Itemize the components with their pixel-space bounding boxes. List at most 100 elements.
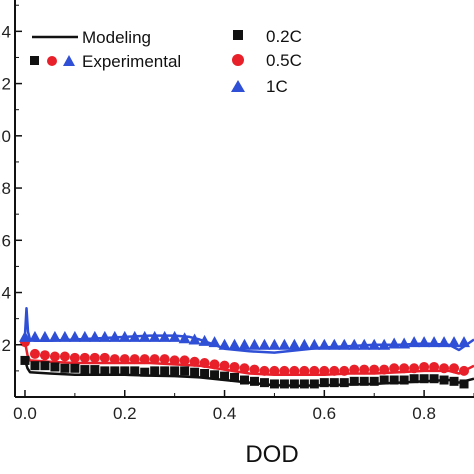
experimental-point-1C-13 [148, 330, 161, 342]
experimental-point-0.5C-2 [39, 350, 50, 361]
x-tick-label-1: 0.2 [113, 404, 137, 423]
experimental-point-0.5C-19 [209, 359, 220, 370]
experimental-point-0.5C-1 [29, 348, 40, 359]
experimental-point-0.5C-23 [249, 364, 260, 375]
experimental-point-0.5C-14 [159, 354, 170, 365]
experimental-point-0.2C-35 [369, 376, 379, 386]
experimental-point-1C-43 [448, 336, 461, 348]
experimental-point-0.2C-18 [200, 368, 210, 378]
experimental-point-0.5C-16 [179, 355, 190, 366]
experimental-point-0.2C-17 [190, 367, 200, 377]
experimental-point-0.2C-29 [309, 379, 319, 389]
experimental-point-1C-35 [368, 338, 381, 350]
experimental-point-1C-41 [428, 336, 441, 348]
experimental-point-0.2C-33 [349, 376, 359, 386]
experimental-point-1C-11 [128, 330, 141, 342]
legend-experimental-triangle [63, 55, 75, 66]
experimental-point-0.5C-26 [279, 365, 290, 376]
experimental-point-0.5C-40 [419, 361, 430, 372]
experimental-point-0.2C-36 [379, 375, 389, 385]
experimental-point-1C-39 [408, 336, 421, 348]
experimental-point-0.5C-43 [449, 363, 460, 374]
y-tick-label-6: 1.4 [0, 22, 11, 41]
y-tick-label-2: .6 [0, 231, 11, 250]
experimental-point-0.2C-39 [409, 374, 419, 384]
experimental-point-0.5C-4 [59, 351, 70, 362]
experimental-markers [18, 330, 471, 389]
experimental-point-1C-34 [358, 338, 371, 350]
experimental-point-1C-29 [308, 338, 321, 350]
experimental-point-1C-9 [108, 330, 121, 342]
experimental-point-0.5C-29 [309, 365, 320, 376]
experimental-point-0.5C-3 [49, 351, 60, 362]
legend-rate-1-marker [232, 54, 244, 66]
y-tick-label-4: 1.0 [0, 127, 11, 146]
experimental-point-0.2C-38 [399, 375, 409, 385]
experimental-point-1C-3 [48, 330, 61, 342]
experimental-point-1C-38 [398, 337, 411, 349]
legend-rate-2-label: 1C [266, 77, 288, 96]
legend-experimental-label: Experimental [82, 52, 181, 71]
experimental-point-1C-42 [438, 336, 451, 348]
experimental-point-1C-14 [158, 330, 171, 342]
experimental-point-0.5C-12 [139, 354, 150, 365]
experimental-point-1C-5 [68, 330, 81, 342]
experimental-point-0.2C-34 [359, 376, 369, 386]
experimental-point-1C-37 [388, 337, 401, 349]
experimental-point-0.2C-41 [429, 374, 439, 384]
experimental-point-0.5C-10 [119, 354, 130, 365]
experimental-point-0.5C-5 [69, 352, 80, 363]
experimental-point-1C-2 [38, 330, 51, 342]
experimental-point-1C-21 [228, 338, 241, 350]
experimental-point-0.2C-20 [220, 371, 230, 381]
experimental-point-0.5C-30 [319, 365, 330, 376]
experimental-point-0.5C-42 [439, 363, 450, 374]
experimental-point-0.2C-1 [30, 361, 40, 371]
experimental-point-0.5C-21 [229, 361, 240, 372]
experimental-point-0.5C-41 [429, 361, 440, 372]
experimental-point-0.2C-40 [419, 374, 429, 384]
x-tick-label-4: 0.8 [412, 404, 436, 423]
experimental-point-1C-8 [98, 330, 111, 342]
experimental-point-0.2C-42 [439, 375, 449, 385]
experimental-point-1C-28 [298, 338, 311, 350]
experimental-point-0.5C-36 [379, 364, 390, 375]
experimental-point-1C-0 [18, 330, 31, 342]
experimental-point-0.2C-32 [339, 378, 349, 388]
experimental-point-0.5C-20 [219, 360, 230, 371]
experimental-point-0.5C-39 [409, 363, 420, 374]
experimental-point-1C-20 [218, 338, 231, 350]
experimental-point-0.5C-11 [129, 354, 140, 365]
experimental-point-1C-30 [318, 338, 331, 350]
experimental-point-0.5C-35 [369, 364, 380, 375]
legend-rate-2-marker [231, 80, 245, 92]
experimental-point-0.2C-23 [249, 376, 259, 386]
experimental-point-1C-26 [278, 338, 291, 350]
experimental-point-1C-40 [418, 336, 431, 348]
experimental-point-0.5C-13 [149, 354, 160, 365]
experimental-point-0.2C-43 [449, 376, 459, 386]
legend-rate-1-label: 0.5C [266, 51, 302, 70]
experimental-point-1C-24 [258, 338, 271, 350]
experimental-point-0.2C-26 [279, 379, 289, 389]
experimental-point-1C-44 [458, 336, 471, 348]
experimental-point-0.5C-17 [189, 356, 200, 367]
y-tick-label-5: 1.2 [0, 75, 11, 94]
legend-rate-0-label: 0.2C [266, 27, 302, 46]
experimental-point-0.2C-10 [120, 366, 130, 376]
experimental-point-0.5C-8 [99, 352, 110, 363]
experimental-point-1C-1 [28, 330, 41, 342]
experimental-point-0.2C-25 [269, 379, 279, 389]
legend-modeling-label: Modeling [82, 28, 151, 47]
experimental-point-0.5C-9 [109, 354, 120, 365]
experimental-point-1C-23 [248, 338, 261, 350]
experimental-point-0.2C-0 [20, 355, 30, 365]
experimental-point-0.5C-18 [199, 358, 210, 369]
experimental-point-0.5C-34 [359, 364, 370, 375]
experimental-point-0.2C-19 [210, 370, 220, 380]
experimental-point-1C-4 [58, 330, 71, 342]
experimental-point-0.2C-30 [319, 378, 329, 388]
experimental-point-0.2C-11 [130, 366, 140, 376]
